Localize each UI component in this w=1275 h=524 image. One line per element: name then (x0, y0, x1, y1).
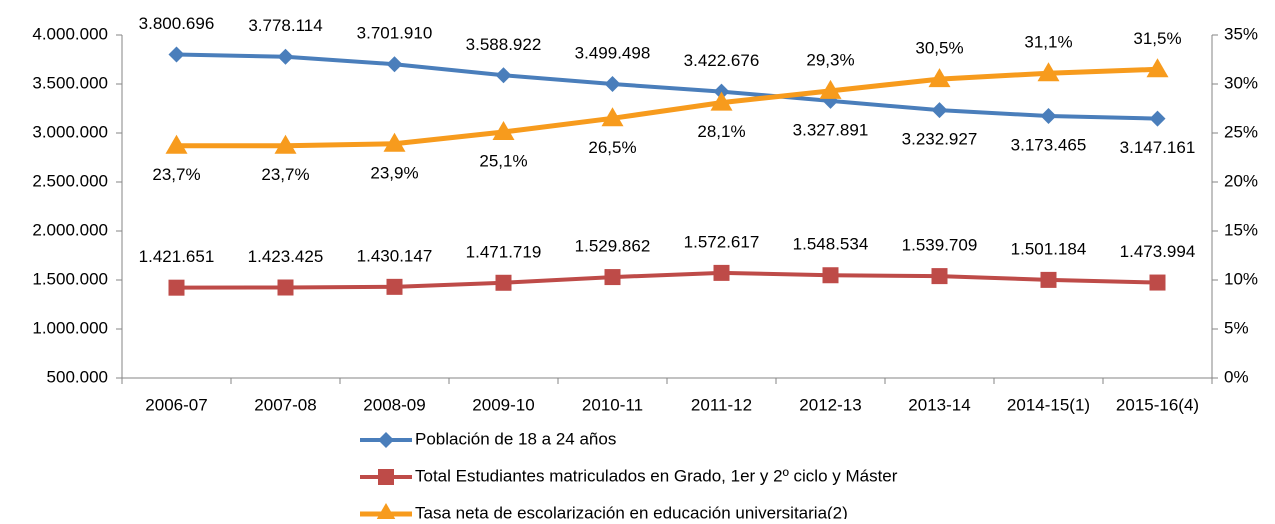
point (386, 278, 403, 295)
point (604, 76, 621, 93)
data-label: 3.778.114 (248, 16, 322, 35)
legend-marker (378, 432, 394, 448)
point (713, 264, 730, 281)
point (713, 83, 730, 100)
series-line (176, 66, 1158, 149)
data-label: 30,5% (915, 39, 963, 58)
legend-marker (375, 503, 397, 522)
data-label: 25,1% (479, 152, 527, 171)
y-tick-label: 1.000.000 (32, 318, 108, 337)
data-label: 31,5% (1133, 29, 1181, 48)
y-tick-label: 3.500.000 (32, 73, 108, 92)
point (277, 279, 294, 296)
point (165, 134, 188, 154)
data-label: 3.422.676 (684, 51, 760, 70)
legend-label: Total Estudiantes matriculados en Grado,… (415, 466, 898, 485)
y2-tick-label: 10% (1224, 269, 1258, 288)
y-tick-label: 2.000.000 (32, 220, 108, 239)
data-label: 3.232.927 (902, 130, 978, 149)
x-tick-label: 2011-12 (691, 395, 752, 414)
point (928, 68, 951, 88)
data-label: 3.800.696 (139, 14, 215, 33)
x-tick-label: 2009-10 (472, 395, 534, 414)
y2-tick-label: 30% (1224, 73, 1258, 92)
point (492, 121, 515, 141)
data-label: 26,5% (588, 138, 636, 157)
data-label: 1.430.147 (357, 246, 433, 265)
point (168, 279, 185, 296)
legend-marker (378, 469, 394, 485)
data-label: 1.473.994 (1120, 242, 1196, 261)
point (274, 134, 297, 154)
data-label: 1.529.862 (575, 237, 651, 256)
data-label: 23,7% (152, 165, 200, 184)
point (604, 269, 621, 286)
data-label: 3.327.891 (793, 120, 869, 139)
data-label: 23,9% (370, 163, 418, 182)
data-label: 1.572.617 (684, 232, 760, 251)
point (1149, 274, 1166, 291)
data-label: 3.499.498 (575, 44, 651, 63)
point (1040, 108, 1057, 125)
x-tick-label: 2007-08 (254, 395, 316, 414)
x-tick-label: 2010-11 (582, 395, 643, 414)
data-label: 3.147.161 (1120, 138, 1196, 157)
x-tick-label: 2014-15(1) (1007, 395, 1090, 414)
point (822, 267, 839, 284)
point (931, 102, 948, 119)
y2-tick-label: 0% (1224, 367, 1249, 386)
point (386, 56, 403, 73)
point (168, 46, 185, 63)
y-tick-label: 1.500.000 (32, 269, 108, 288)
data-label: 3.173.465 (1011, 135, 1087, 154)
data-label: 1.539.709 (902, 236, 978, 255)
data-label: 1.421.651 (139, 247, 215, 266)
data-label: 3.701.910 (357, 24, 433, 43)
point (601, 107, 624, 127)
legend-label: Tasa neta de escolarización en educación… (415, 503, 848, 519)
x-tick-label: 2012-13 (799, 395, 861, 414)
data-label: 23,7% (261, 165, 309, 184)
point (1149, 110, 1166, 127)
point (1146, 58, 1169, 78)
point (819, 79, 842, 99)
y-tick-label: 3.000.000 (32, 122, 108, 141)
data-label: 1.471.719 (466, 242, 542, 261)
y2-tick-label: 35% (1224, 24, 1258, 43)
legend-label: Población de 18 a 24 años (415, 429, 616, 448)
y2-tick-label: 25% (1224, 122, 1258, 141)
y2-tick-label: 20% (1224, 171, 1258, 190)
data-label: 31,1% (1024, 33, 1072, 52)
data-label: 1.423.425 (248, 247, 324, 266)
point (931, 268, 948, 285)
y-tick-label: 500.000 (47, 367, 108, 386)
point (495, 274, 512, 291)
data-label: 1.548.534 (793, 235, 869, 254)
data-label: 28,1% (697, 122, 745, 141)
data-label: 1.501.184 (1011, 239, 1087, 258)
point (710, 91, 733, 111)
point (1040, 271, 1057, 288)
point (383, 132, 406, 152)
y2-tick-label: 5% (1224, 318, 1249, 337)
x-tick-label: 2013-14 (908, 395, 970, 414)
series-line (176, 52, 1158, 121)
y-tick-label: 4.000.000 (32, 24, 108, 43)
data-label: 29,3% (806, 50, 854, 69)
y2-tick-label: 15% (1224, 220, 1258, 239)
series-line (176, 270, 1158, 290)
point (495, 67, 512, 84)
y-tick-label: 2.500.000 (32, 171, 108, 190)
point (1037, 62, 1060, 82)
point (277, 48, 294, 65)
data-label: 3.588.922 (466, 35, 542, 54)
x-tick-label: 2015-16(4) (1116, 395, 1199, 414)
x-tick-label: 2006-07 (145, 395, 207, 414)
x-tick-label: 2008-09 (363, 395, 425, 414)
